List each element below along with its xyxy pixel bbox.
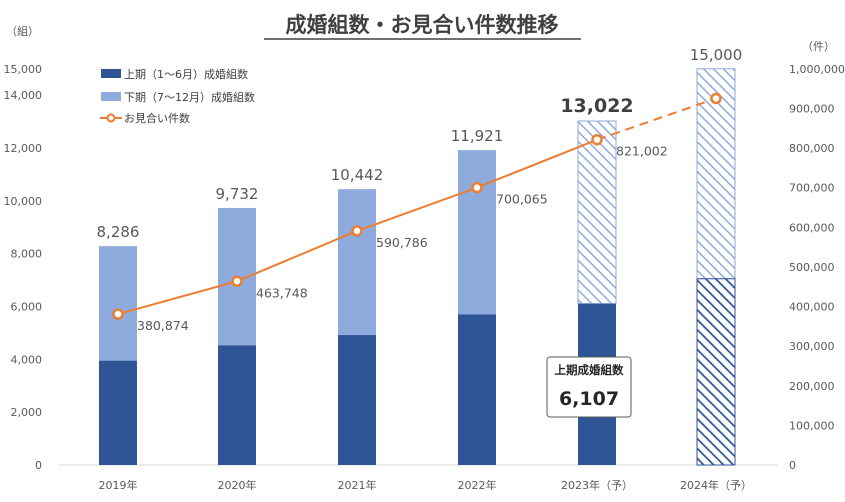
legend-swatch-second-half [101,92,121,101]
line-segment [356,186,478,232]
legend-swatch-marker [106,113,116,123]
line-point [710,92,722,105]
bars [99,68,736,466]
left-tick-label: 12,000 [4,142,43,155]
bar-total-label: 8,286 [97,223,140,241]
line-series [112,92,722,320]
x-tick-label: 2024年（予） [680,478,752,492]
line-segment [476,138,598,189]
line-point [231,275,243,288]
bar-second-half [458,150,496,315]
left-tick-label: 14,000 [4,89,43,102]
left-axis-unit: （組） [6,25,39,38]
left-tick-label: 2,000 [11,406,43,419]
right-tick-label: 800,000 [789,142,835,155]
legend-label-first-half: 上期（1～6月）成婚組数 [124,67,248,81]
right-tick-label: 700,000 [789,182,835,195]
x-axis: 2019年 2020年 2021年 2022年 2023年（予） 2024年（予） [99,478,753,492]
bar-first-half [458,314,496,465]
legend: 上期（1～6月）成婚組数 下期（7～12月）成婚組数 お見合い件数 [100,67,255,125]
line-value-label: 700,065 [496,192,548,207]
legend-label-second-half: 下期（7～12月）成婚組数 [124,90,255,104]
bar-second-half [338,189,376,336]
left-tick-label: 10,000 [4,195,43,208]
bar-total-label: 9,732 [216,185,259,203]
line-point [471,181,483,194]
right-tick-label: 400,000 [789,301,835,314]
line-value-label: 821,002 [616,144,668,159]
left-tick-label: 4,000 [11,353,43,366]
right-tick-label: 1,000,000 [789,63,845,76]
right-tick-label: 600,000 [789,221,835,234]
bar-first-half [696,278,736,466]
left-tick-label: 0 [35,459,42,472]
right-tick-label: 200,000 [789,380,835,393]
line-value-label: 380,874 [137,318,189,333]
x-tick-label: 2020年 [218,478,257,492]
bar-second-half [99,246,137,361]
right-tick-label: 0 [789,459,796,472]
right-axis-unit: （件） [802,40,835,53]
callout-box [546,356,632,418]
line-point [112,308,124,320]
bar-first-half [338,335,376,465]
x-tick-label: 2019年 [99,478,138,492]
right-tick-label: 900,000 [789,102,835,115]
line-point [351,225,363,237]
callout: 上期成婚組数 6,107 [546,356,632,418]
callout-title: 上期成婚組数 [555,363,624,377]
line-value-label: 463,748 [256,285,308,300]
line-segment [117,280,238,316]
bar-total-label: 10,442 [331,166,384,184]
x-tick-label: 2023年（予） [561,478,633,492]
x-tick-label: 2022年 [458,478,497,492]
right-axis: 0 100,000 200,000 300,000 400,000 500,000 600,… [789,63,845,472]
left-tick-label: 15,000 [4,63,43,76]
bar-first-half [99,360,137,465]
bar-total-label: 15,000 [690,46,743,64]
right-tick-label: 300,000 [789,340,835,353]
line-segment [236,229,358,283]
x-tick-label: 2021年 [338,478,377,492]
left-axis: 0 2,000 4,000 6,000 8,000 10,000 12,000 14,000 1… [4,63,43,472]
right-tick-label: 100,000 [789,419,835,432]
line-value-label: 590,786 [376,235,428,250]
chart-title: 成婚組数・お見合い件数推移 [286,13,559,37]
line-segment [596,97,717,141]
left-tick-label: 6,000 [11,301,43,314]
bar-first-half [218,345,256,465]
legend-swatch-first-half [101,69,121,78]
callout-value: 6,107 [559,388,619,410]
bar-total-label: 11,921 [451,127,504,145]
legend-label-omiai: お見合い件数 [124,111,190,125]
left-tick-label: 8,000 [11,248,43,261]
bar-second-half [577,120,617,305]
line-point [591,133,603,146]
bar-total-label: 13,022 [560,95,633,117]
data-labels: 8,286 9,732 10,442 11,921 13,022 15,000 380,87… [97,46,743,333]
right-tick-label: 500,000 [789,261,835,274]
